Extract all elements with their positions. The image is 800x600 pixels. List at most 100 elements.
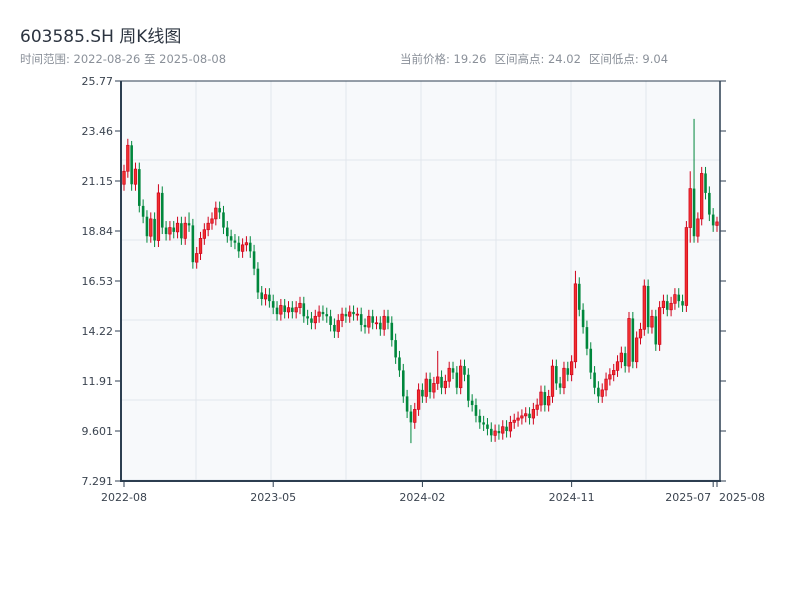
candle-body bbox=[543, 392, 547, 406]
candle bbox=[130, 140, 133, 191]
candle-body bbox=[145, 216, 149, 237]
candle-body bbox=[673, 294, 677, 304]
candle bbox=[198, 231, 203, 261]
candle-body bbox=[497, 431, 501, 434]
candle-body bbox=[138, 169, 141, 206]
candle bbox=[623, 346, 627, 373]
candle bbox=[615, 355, 620, 377]
candle bbox=[631, 311, 635, 369]
candle bbox=[122, 164, 126, 191]
candle-body bbox=[141, 205, 145, 217]
candle bbox=[275, 301, 279, 321]
candle bbox=[317, 305, 321, 323]
candle-body bbox=[711, 214, 715, 226]
candle-body bbox=[382, 315, 386, 330]
candle-body bbox=[401, 370, 405, 397]
candle-body bbox=[704, 173, 707, 193]
candles bbox=[122, 118, 719, 444]
candle-body bbox=[386, 316, 390, 323]
candle bbox=[279, 298, 283, 321]
candle bbox=[581, 303, 585, 334]
candle bbox=[543, 385, 547, 412]
candle-body bbox=[317, 311, 321, 317]
candle-body bbox=[195, 253, 199, 263]
candle-body bbox=[367, 315, 371, 328]
candle bbox=[409, 405, 413, 444]
y-tick-label: 21.15 bbox=[82, 175, 114, 188]
candle bbox=[428, 372, 432, 399]
candle bbox=[432, 376, 436, 399]
candle-body bbox=[279, 305, 283, 315]
candle bbox=[489, 422, 493, 442]
candle-body bbox=[240, 244, 245, 252]
candle bbox=[352, 305, 355, 321]
candle bbox=[160, 186, 164, 235]
candle-body bbox=[677, 294, 681, 302]
candle-body bbox=[390, 322, 394, 341]
range-low: 区间低点: 9.04 bbox=[588, 52, 669, 66]
candle-body bbox=[210, 218, 214, 224]
candle-body bbox=[160, 192, 164, 228]
candle-body bbox=[558, 383, 562, 388]
candle-body bbox=[229, 236, 233, 241]
candle-body bbox=[333, 324, 336, 332]
candle bbox=[455, 366, 459, 395]
candle-body bbox=[619, 352, 624, 363]
candle bbox=[202, 223, 206, 245]
candle bbox=[306, 309, 309, 325]
candle bbox=[229, 229, 233, 248]
candle-body bbox=[585, 327, 589, 349]
grid bbox=[121, 81, 720, 481]
candle-body bbox=[681, 301, 684, 306]
y-tick-label: 18.84 bbox=[82, 225, 114, 238]
candle bbox=[172, 221, 176, 239]
candle bbox=[516, 411, 520, 427]
candle bbox=[210, 212, 214, 230]
candle-body bbox=[275, 307, 279, 315]
candle bbox=[348, 305, 352, 323]
candle-body bbox=[451, 368, 455, 373]
candle bbox=[340, 307, 344, 328]
x-tick-label: 2024-11 bbox=[549, 491, 595, 504]
candle bbox=[244, 236, 249, 252]
x-tick-label: 2022-08 bbox=[101, 491, 147, 504]
candle-body bbox=[156, 192, 161, 241]
candle bbox=[294, 301, 298, 319]
candle-body bbox=[665, 301, 669, 310]
candle-body bbox=[164, 227, 168, 235]
candle bbox=[692, 118, 696, 243]
candle bbox=[558, 376, 562, 395]
candle-body bbox=[206, 222, 210, 231]
candle bbox=[688, 171, 692, 243]
candle-body bbox=[432, 383, 436, 393]
candle-body bbox=[612, 370, 616, 376]
candle bbox=[443, 374, 448, 395]
candle bbox=[512, 413, 516, 429]
candle-body bbox=[122, 170, 126, 185]
candle-body bbox=[237, 242, 241, 252]
candle bbox=[145, 210, 149, 243]
candle bbox=[447, 361, 451, 388]
candle-body bbox=[440, 376, 443, 388]
candle-body bbox=[467, 374, 470, 401]
candle bbox=[206, 216, 210, 237]
candle-body bbox=[688, 188, 692, 228]
candle bbox=[600, 383, 604, 403]
candle bbox=[696, 212, 700, 243]
candle-body bbox=[566, 368, 570, 375]
candle-body bbox=[149, 218, 153, 237]
candle-body bbox=[577, 283, 581, 310]
candle-body bbox=[355, 313, 360, 316]
candle bbox=[577, 277, 581, 317]
y-tick-label: 7.291 bbox=[82, 475, 114, 488]
candle bbox=[233, 234, 237, 250]
candle-body bbox=[531, 409, 536, 419]
candle-body bbox=[661, 300, 666, 308]
candle-body bbox=[593, 372, 596, 388]
price-stats: 当前价格: 19.26 区间高点: 24.02 区间低点: 9.04 bbox=[400, 51, 676, 67]
candle bbox=[555, 359, 558, 390]
candle-body bbox=[130, 145, 133, 185]
candle-body bbox=[379, 322, 382, 330]
candle-body bbox=[547, 396, 551, 406]
